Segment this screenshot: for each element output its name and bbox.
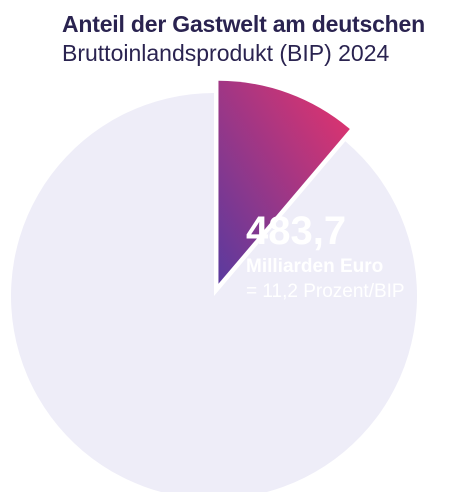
chart-subtitle: Bruttoinlandsprodukt (BIP) 2024 (62, 40, 390, 66)
pie-slices (11, 80, 417, 492)
pie-slice-rest (11, 93, 417, 492)
pie-slice-highlight (218, 80, 350, 284)
annotation-unit: Milliarden Euro (246, 256, 383, 277)
annotation-share: = 11,2 Prozent/BIP (246, 281, 405, 302)
annotation-value: 483,7 (246, 209, 346, 253)
chart-header: Anteil der Gastwelt am deutschen Bruttoi… (62, 10, 425, 68)
chart-title: Anteil der Gastwelt am deutschen (62, 11, 425, 37)
